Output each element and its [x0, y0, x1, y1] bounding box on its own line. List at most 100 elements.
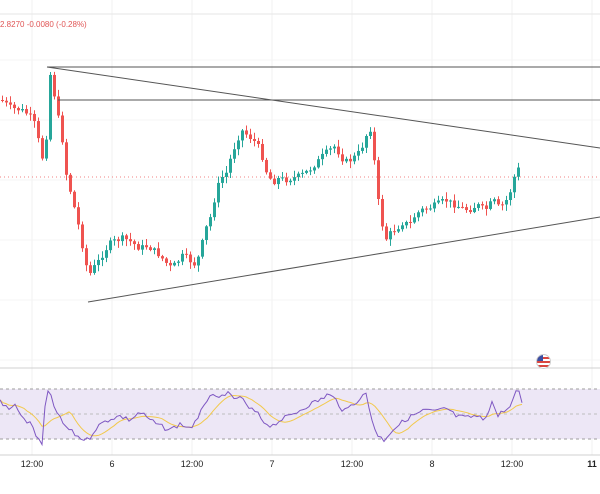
- candle-body: [249, 134, 252, 140]
- candle-body: [445, 199, 448, 202]
- candle-body: [461, 206, 464, 208]
- candle-body: [501, 204, 504, 206]
- candle-body: [381, 198, 384, 227]
- candle-body: [465, 207, 468, 211]
- candle-body: [257, 140, 260, 144]
- candle-body: [469, 210, 472, 213]
- candle-body: [389, 231, 392, 240]
- candle-body: [213, 202, 216, 218]
- time-axis-tick-label: 12:00: [180, 459, 204, 469]
- candle-body: [169, 262, 172, 266]
- candle-body: [173, 262, 176, 266]
- candle-body: [25, 109, 28, 114]
- candle-body: [505, 200, 508, 205]
- time-axis-tick-label: 7: [269, 459, 275, 469]
- candle-body: [5, 100, 8, 103]
- time-axis-tick-label: 11: [587, 459, 597, 469]
- candle-body: [117, 239, 120, 242]
- candle-body: [345, 158, 348, 162]
- candle-body: [237, 140, 240, 150]
- candle-body: [273, 178, 276, 185]
- candle-body: [205, 226, 208, 240]
- candle-body: [9, 102, 12, 105]
- candle-body: [365, 136, 368, 148]
- candle-body: [225, 172, 228, 177]
- candle-body: [281, 177, 284, 179]
- candle-body: [285, 177, 288, 183]
- candle-body: [369, 131, 372, 137]
- candle-body: [137, 244, 140, 250]
- candle-body: [245, 130, 248, 135]
- candle-body: [385, 226, 388, 240]
- candle-body: [317, 159, 320, 168]
- rsi-line: [0, 389, 523, 447]
- candle-body: [109, 240, 112, 251]
- candle-body: [69, 174, 72, 192]
- candle-body: [189, 254, 192, 263]
- candle-body: [193, 262, 196, 266]
- candle-body: [441, 199, 444, 201]
- candle-body: [105, 250, 108, 258]
- rsi-panel: [0, 388, 600, 447]
- candle-body: [421, 208, 424, 213]
- candle-body: [145, 245, 148, 248]
- candle-body: [329, 148, 332, 150]
- price-panel: [0, 66, 600, 303]
- chart-grid: [0, 0, 600, 456]
- candle-body: [265, 159, 268, 173]
- candle-body: [289, 180, 292, 183]
- candle-body: [269, 172, 272, 179]
- candle-body: [497, 199, 500, 205]
- candle-body: [209, 217, 212, 227]
- time-axis-tick-label: 8: [429, 459, 435, 469]
- candle-body: [113, 239, 116, 241]
- ascending-trendline: [87, 216, 600, 303]
- descending-trendline: [46, 66, 600, 149]
- candle-body: [301, 172, 304, 174]
- candle-body: [349, 158, 352, 162]
- candle-body: [61, 115, 64, 143]
- candle-body: [333, 146, 336, 149]
- candle-body: [401, 225, 404, 230]
- candle-body: [373, 131, 376, 161]
- candle-body: [277, 178, 280, 185]
- candle-body: [73, 191, 76, 208]
- header-change-text: 2.8270 -0.0080 (-0.28%): [0, 20, 87, 29]
- time-axis-tick-label: 12:00: [500, 459, 524, 469]
- candle-body: [341, 154, 344, 162]
- candle-body: [13, 104, 16, 109]
- candle-body: [509, 192, 512, 201]
- candle-body: [353, 155, 356, 162]
- time-axis-tick-label: 12:00: [340, 459, 364, 469]
- time-axis-tick-label: 6: [109, 459, 115, 469]
- candle-body: [437, 200, 440, 203]
- candle-body: [65, 142, 68, 175]
- candle-body: [217, 182, 220, 203]
- candle-body: [161, 256, 164, 259]
- candle-body: [185, 253, 188, 255]
- candle-body: [429, 208, 432, 210]
- candle-body: [477, 204, 480, 208]
- candle-body: [489, 201, 492, 209]
- candle-body: [457, 206, 460, 208]
- candle-body: [29, 113, 32, 115]
- candle-body: [397, 229, 400, 232]
- candle-body: [377, 160, 380, 199]
- candle-body: [293, 177, 296, 181]
- candle-body: [417, 212, 420, 218]
- candle-body: [45, 139, 48, 159]
- candle-body: [89, 265, 92, 273]
- candle-body: [357, 150, 360, 156]
- candle-body: [361, 147, 364, 151]
- candle-body: [77, 207, 80, 225]
- candle-body: [177, 261, 180, 263]
- candle-body: [405, 221, 408, 226]
- us-flag-icon[interactable]: [536, 354, 551, 369]
- candle-body: [37, 121, 40, 139]
- candle-body: [153, 248, 156, 250]
- time-axis-tick-label: 12:00: [20, 459, 44, 469]
- candle-body: [409, 221, 412, 223]
- candle-body: [513, 176, 516, 193]
- candle-body: [201, 239, 204, 257]
